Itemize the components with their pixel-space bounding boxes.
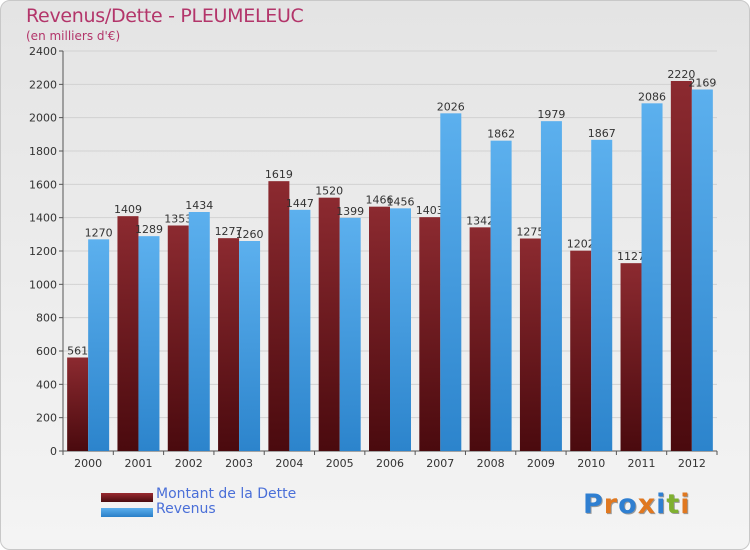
data-label-debt: 1277 <box>215 225 243 238</box>
x-tick-label: 2012 <box>678 457 706 470</box>
x-tick-label: 2005 <box>326 457 354 470</box>
data-label-revenue: 2086 <box>638 90 666 103</box>
bar-revenue <box>490 140 512 451</box>
bar-revenue <box>440 113 462 451</box>
x-tick-label: 2010 <box>577 457 605 470</box>
data-label-revenue: 2169 <box>688 77 716 90</box>
x-tick-label: 2004 <box>275 457 303 470</box>
bar-revenue <box>591 139 613 452</box>
bar-debt <box>318 197 340 451</box>
x-tick-label: 2003 <box>225 457 253 470</box>
data-label-revenue: 1289 <box>135 223 163 236</box>
data-label-debt: 1619 <box>265 168 293 181</box>
y-tick-label: 1200 <box>29 245 57 258</box>
bar-revenue <box>138 236 160 451</box>
data-label-debt: 1202 <box>567 238 595 251</box>
y-tick-label: 200 <box>36 412 57 425</box>
bar-revenue <box>289 209 311 451</box>
data-label-debt: 1409 <box>114 203 142 216</box>
data-label-debt: 1466 <box>366 194 394 207</box>
legend-swatch-revenue <box>101 508 153 517</box>
logo-letter: i <box>680 489 691 520</box>
bar-debt <box>570 250 592 451</box>
legend-label-revenue: Revenus <box>156 501 216 517</box>
legend-label-debt: Montant de la Dette <box>156 486 297 502</box>
x-tick-label: 2009 <box>527 457 555 470</box>
data-label-revenue: 1260 <box>236 228 264 241</box>
y-tick-label: 1400 <box>29 212 57 225</box>
x-tick-label: 2006 <box>376 457 404 470</box>
x-tick-label: 2000 <box>74 457 102 470</box>
y-tick-label: 800 <box>36 312 57 325</box>
y-tick-label: 400 <box>36 378 57 391</box>
data-label-revenue: 1456 <box>387 195 415 208</box>
data-label-debt: 1275 <box>516 226 544 239</box>
bar-debt <box>369 206 390 451</box>
bar-revenue <box>339 217 361 451</box>
bar-debt <box>419 217 441 451</box>
bar-debt <box>620 263 642 451</box>
proxiti-logo: Proxiti <box>583 489 691 520</box>
x-tick-label: 2008 <box>477 457 505 470</box>
bar-revenue <box>641 103 663 451</box>
data-label-revenue: 1862 <box>487 128 515 141</box>
x-tick-label: 2007 <box>426 457 454 470</box>
logo-letter: t <box>666 489 681 520</box>
data-label-debt: 2220 <box>667 68 695 81</box>
y-tick-label: 0 <box>50 445 57 458</box>
data-label-revenue: 1399 <box>336 205 364 218</box>
data-label-revenue: 1447 <box>286 197 314 210</box>
chart-title: Revenus/Dette - PLEUMELEUC <box>26 5 304 27</box>
y-tick-label: 2400 <box>29 45 57 58</box>
data-label-debt: 1353 <box>164 213 192 226</box>
bar-revenue <box>540 121 562 452</box>
logo-letter: r <box>603 489 619 520</box>
x-tick-label: 2002 <box>175 457 203 470</box>
bar-revenue <box>88 239 110 451</box>
data-label-debt: 1520 <box>315 185 343 198</box>
data-label-revenue: 1270 <box>85 226 113 239</box>
x-tick-label: 2011 <box>628 457 656 470</box>
bar-revenue <box>390 208 411 451</box>
bar-revenue <box>188 212 210 451</box>
data-label-revenue: 1867 <box>588 127 616 140</box>
bar-revenue <box>691 89 713 451</box>
bar-debt <box>519 238 541 451</box>
bar-debt <box>670 81 692 451</box>
data-label-revenue: 1979 <box>537 108 565 121</box>
data-label-debt: 1127 <box>617 250 645 263</box>
y-tick-label: 2000 <box>29 112 57 125</box>
bar-debt <box>469 227 491 451</box>
y-tick-label: 600 <box>36 345 57 358</box>
data-label-revenue: 1434 <box>185 199 213 212</box>
legend-swatch-debt <box>101 493 153 502</box>
bar-revenue <box>239 241 261 451</box>
x-tick-label: 2001 <box>124 457 152 470</box>
logo-letter: P <box>583 489 604 520</box>
data-label-revenue: 2026 <box>437 100 465 113</box>
y-tick-label: 1800 <box>29 145 57 158</box>
bar-debt <box>167 225 189 451</box>
y-tick-label: 1600 <box>29 178 57 191</box>
data-label-debt: 1403 <box>416 204 444 217</box>
y-tick-label: 1000 <box>29 278 57 291</box>
logo-letter: x <box>637 489 657 520</box>
bar-debt <box>67 357 89 451</box>
data-label-debt: 561 <box>67 345 88 358</box>
logo-letter: i <box>656 489 667 520</box>
y-tick-label: 2200 <box>29 78 57 91</box>
bar-debt <box>117 216 139 451</box>
data-label-debt: 1342 <box>466 214 494 227</box>
logo-letter: o <box>618 489 638 520</box>
chart-subtitle: (en milliers d'€) <box>26 29 121 43</box>
bar-debt <box>268 181 290 451</box>
bar-debt <box>218 238 240 451</box>
